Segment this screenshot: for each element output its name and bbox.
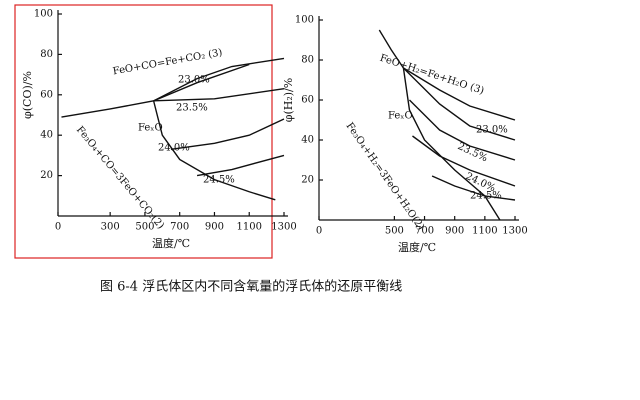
- curve-label: FeO+H₂=Fe+H₂O (3): [378, 53, 485, 97]
- curve-label: 24.0%: [158, 143, 190, 154]
- y-tick-label: 40: [301, 135, 314, 146]
- curve: [153, 88, 285, 102]
- curve: [170, 118, 285, 151]
- x-tick-label: 300: [101, 222, 120, 233]
- x-tick-label: 500: [135, 222, 154, 233]
- x-tick-label: 700: [170, 222, 189, 233]
- y-tick-label: 60: [40, 89, 53, 100]
- curve-label: 23.0%: [476, 125, 508, 136]
- x-tick-label: 1300: [502, 226, 527, 237]
- x-tick-label: 500: [385, 226, 404, 237]
- y-tick-label: 100: [295, 15, 314, 26]
- caption: 图 6-4 浮氏体区内不同含氧量的浮氏体的还原平衡线: [100, 279, 402, 295]
- curve-label: 23.5%: [456, 141, 489, 164]
- curve-label: FeO+CO=Fe+CO₂ (3): [112, 47, 223, 77]
- highlight-frame: [14, 4, 273, 259]
- x-tick-label: 900: [205, 222, 224, 233]
- curve-label: 23.5%: [176, 103, 208, 114]
- y-tick-label: 40: [40, 130, 53, 141]
- curve: [153, 63, 250, 102]
- y-tick-label: 20: [40, 170, 53, 181]
- curve-label: 23.0%: [178, 75, 210, 86]
- x-axis-label: 温度/℃: [152, 236, 190, 250]
- y-tick-label: 20: [301, 175, 314, 186]
- x-tick-label: 900: [445, 226, 464, 237]
- y-tick-label: 60: [301, 95, 314, 106]
- curve: [403, 67, 516, 121]
- region-label: FeₓO: [138, 123, 163, 134]
- curve: [378, 29, 501, 221]
- x-tick-label: 0: [55, 222, 61, 233]
- region-label: FeₓO: [388, 111, 413, 122]
- curve: [152, 100, 276, 201]
- x-axis-label: 温度/℃: [398, 240, 436, 254]
- y-tick-label: 80: [301, 55, 314, 66]
- curve: [408, 99, 516, 161]
- x-tick-label: 1100: [237, 222, 262, 233]
- y-axis-label: φ(CO)/%: [21, 71, 34, 119]
- curve: [61, 57, 285, 118]
- curve: [412, 135, 516, 187]
- curve-label: 24.5%: [203, 175, 235, 186]
- x-tick-label: 1300: [271, 222, 296, 233]
- y-axis-label: φ(H₂)/%: [282, 78, 295, 122]
- curve: [196, 154, 285, 177]
- y-tick-label: 80: [40, 49, 53, 60]
- x-tick-label: 0: [316, 226, 322, 237]
- curve: [402, 67, 516, 141]
- x-tick-label: 700: [415, 226, 434, 237]
- curve: [431, 175, 516, 201]
- y-tick-label: 100: [34, 9, 53, 20]
- x-tick-label: 1100: [472, 226, 497, 237]
- curve-label: 24.5%: [470, 191, 502, 202]
